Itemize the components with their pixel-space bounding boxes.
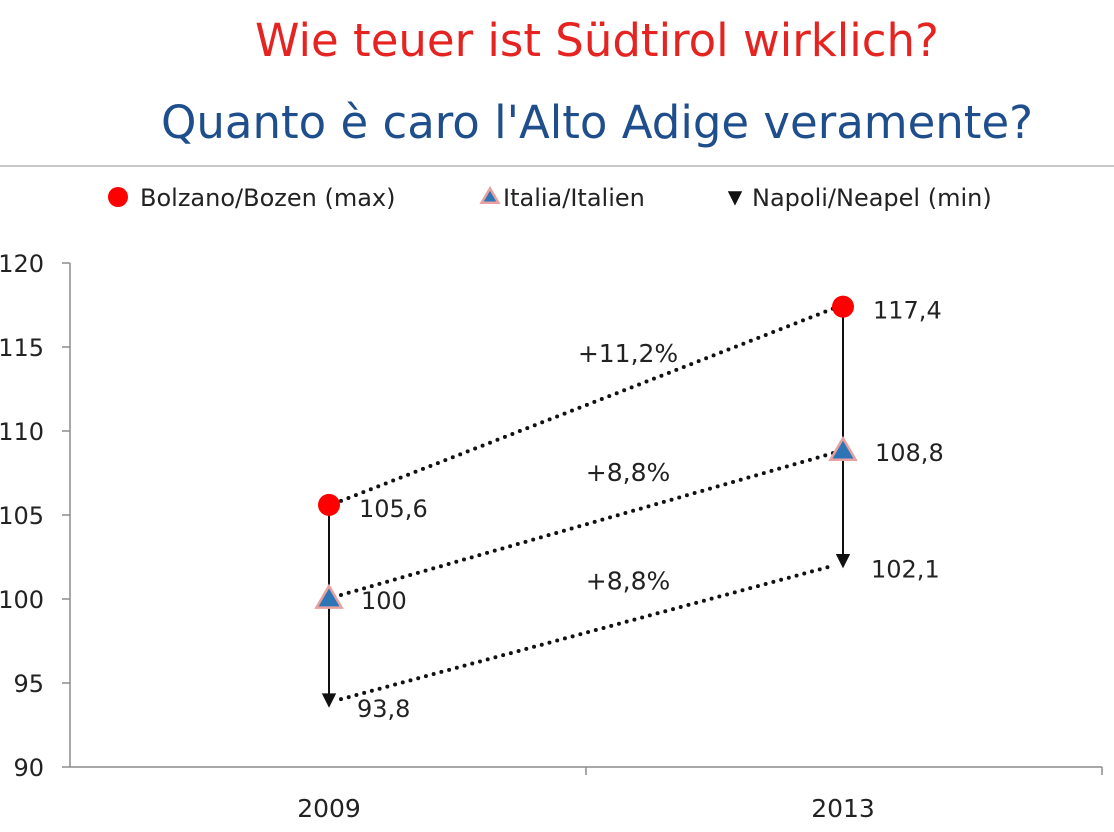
point-napoli-neapel-min-2013 xyxy=(835,553,851,569)
change-annotation-napoli-neapel-min: +8,8% xyxy=(586,566,670,595)
chart-title-german: Wie teuer ist Südtirol wirklich? xyxy=(255,14,939,67)
data-markers xyxy=(314,295,858,708)
chart-axes: 120 115 110 105 100 95 90 2009 2013 xyxy=(0,250,1103,823)
change-annotation-bolzano-bozen-max: +11,2% xyxy=(578,339,678,368)
change-annotation-italia-italien: +8,8% xyxy=(586,458,670,487)
point-bolzano-bozen-max-2009 xyxy=(318,493,340,516)
data-labels: 105,6 117,4 100 108,8 93,8 102,1 +11,2% +8,8% +8… xyxy=(357,297,944,723)
data-label-bolzano-bozen-max-2013: 117,4 xyxy=(873,297,942,325)
trend-line-italia-italien xyxy=(339,451,835,597)
data-label-italia-italien-2013: 108,8 xyxy=(875,439,944,467)
y-tick-label-105: 105 xyxy=(0,502,44,530)
trend-lines xyxy=(339,306,835,702)
point-italia-italien-2009 xyxy=(314,583,344,609)
data-label-bolzano-bozen-max-2009: 105,6 xyxy=(359,495,428,523)
y-tick-label-95: 95 xyxy=(13,670,44,698)
y-tick-label-90: 90 xyxy=(13,754,44,782)
chart-title-italian: Quanto è caro l'Alto Adige veramente? xyxy=(160,96,1034,149)
data-label-napoli-neapel-min-2013: 102,1 xyxy=(871,556,940,584)
legend-marker-italia-italien xyxy=(479,185,501,205)
trend-line-bolzano-bozen-max xyxy=(339,306,835,503)
data-label-napoli-neapel-min-2009: 93,8 xyxy=(357,695,410,723)
legend-label-italia-italien: Italia/Italien xyxy=(503,184,645,212)
data-label-italia-italien-2009: 100 xyxy=(361,587,407,615)
y-tick-label-120: 120 xyxy=(0,250,44,278)
legend-marker-bolzano-bozen-max xyxy=(108,187,128,207)
point-napoli-neapel-min-2009 xyxy=(321,693,337,708)
y-tick-label-110: 110 xyxy=(0,418,44,446)
title-divider xyxy=(0,165,1114,167)
y-tick-label-115: 115 xyxy=(0,334,44,362)
point-bolzano-bozen-max-2013 xyxy=(832,295,854,318)
legend-label-napoli-neapel-min: Napoli/Neapel (min) xyxy=(752,184,992,212)
x-tick-label-2013: 2013 xyxy=(811,794,875,823)
chart-legend: Bolzano/Bozen (max) Italia/Italien Napoli/… xyxy=(108,184,992,212)
trend-line-napoli-neapel-min xyxy=(339,563,835,702)
y-tick-label-100: 100 xyxy=(0,586,44,614)
legend-marker-napoli-neapel-min xyxy=(727,191,743,206)
point-italia-italien-2013 xyxy=(828,435,858,462)
legend-label-bolzano-bozen-max: Bolzano/Bozen (max) xyxy=(140,184,395,212)
x-tick-label-2009: 2009 xyxy=(297,794,361,823)
